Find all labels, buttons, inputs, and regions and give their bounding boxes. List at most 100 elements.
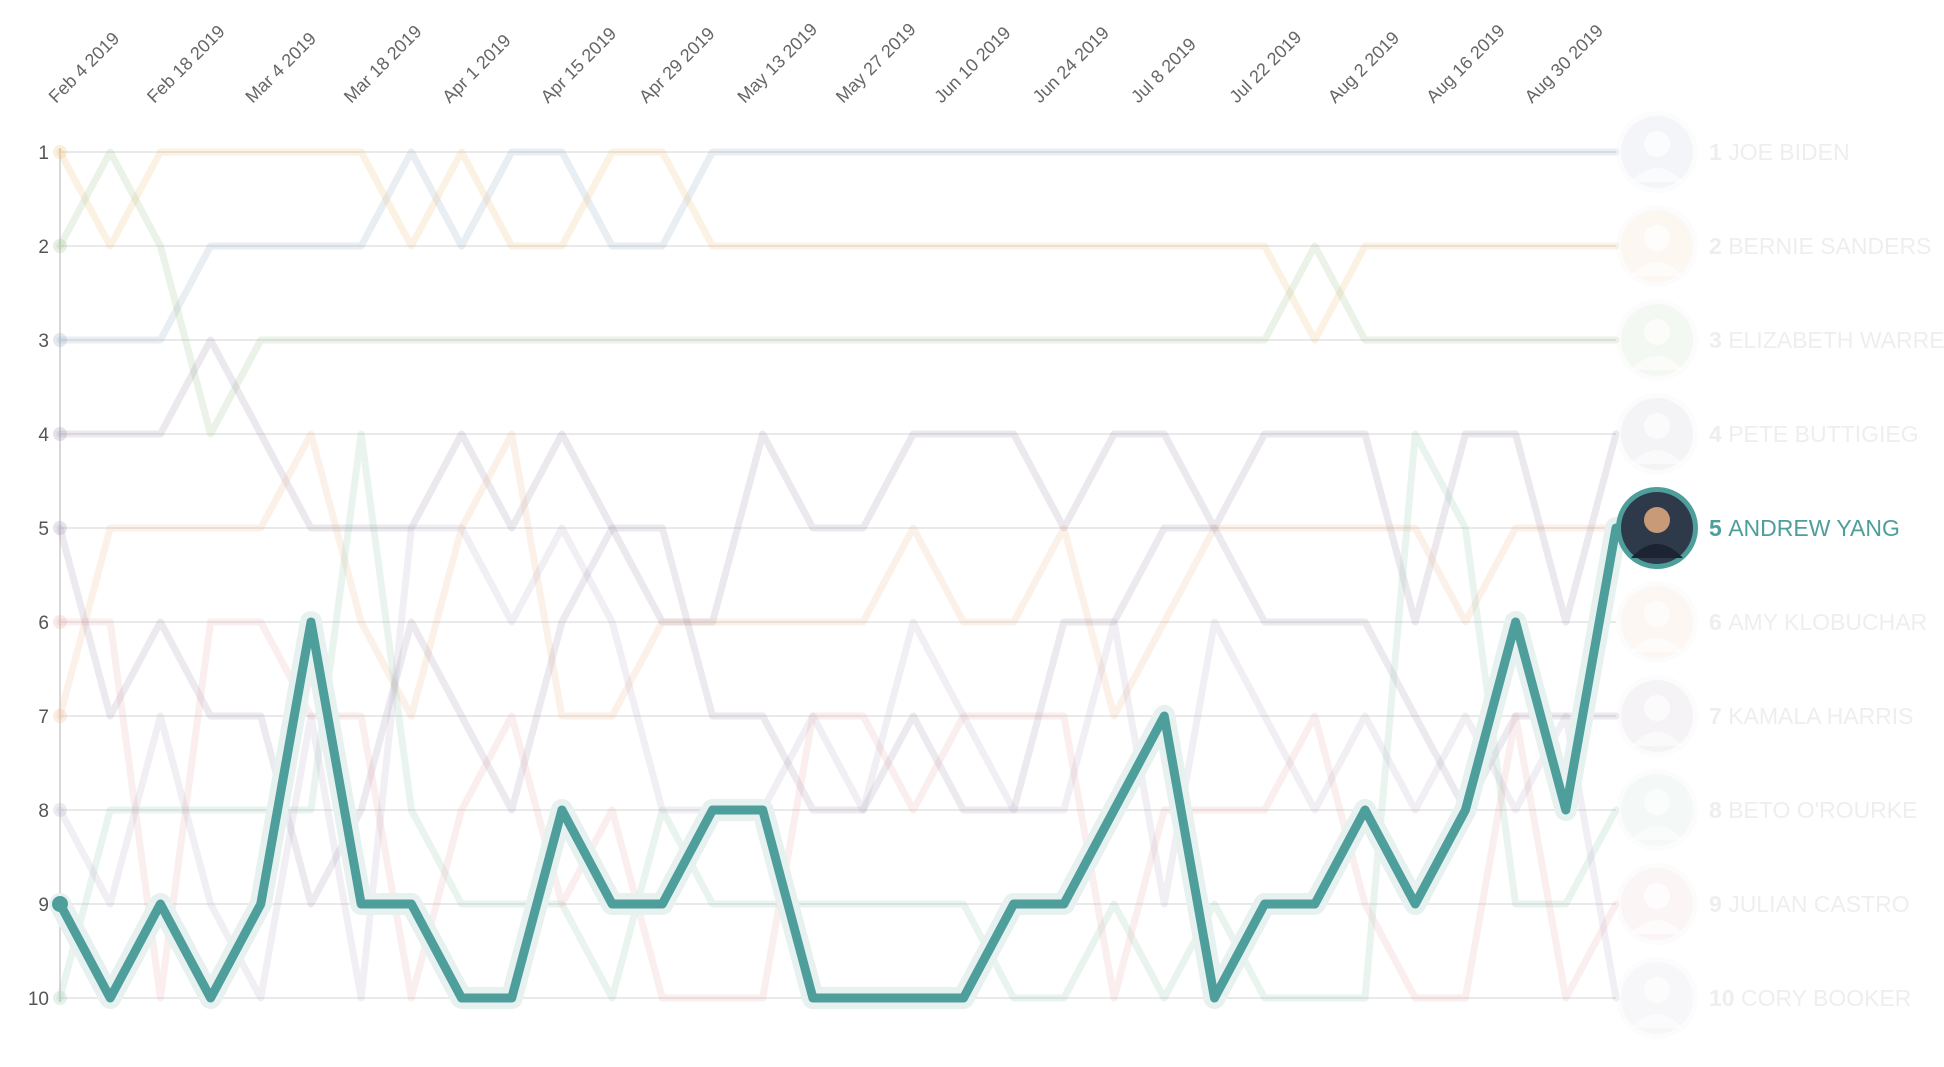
avatar-head (1644, 413, 1670, 439)
avatar (1621, 304, 1693, 376)
legend-rank: 6 (1709, 609, 1728, 635)
series-start-point (52, 896, 68, 912)
avatar-head (1644, 507, 1670, 533)
x-axis-labels: Feb 4 2019 Feb 18 2019 Mar 4 2019 Mar 18 20… (45, 19, 1607, 107)
series-elizabeth-warren (53, 148, 1620, 438)
avatar (1621, 586, 1693, 658)
y-tick-label: 4 (38, 425, 49, 446)
legend-label: 5 ANDREW YANG (1709, 515, 1900, 541)
avatar-ring (1616, 581, 1698, 663)
avatar-ring (1616, 863, 1698, 945)
avatar-ring (1616, 675, 1698, 757)
legend-label: 9 JULIAN CASTRO (1709, 891, 1910, 917)
x-tick-label: Feb 18 2019 (143, 21, 229, 107)
legend-name: BETO O'ROURKE (1728, 797, 1917, 823)
series-line (56, 336, 1620, 626)
avatar-ring (1616, 957, 1698, 1039)
legend-item-joe-biden: 1 JOE BIDEN (1616, 111, 1850, 193)
series-bernie-sanders (53, 145, 1620, 344)
avatar-head (1644, 977, 1670, 1003)
legend-name: KAMALA HARRIS (1728, 703, 1913, 729)
x-tick-label: Mar 18 2019 (340, 21, 426, 107)
y-tick-label: 7 (38, 707, 49, 728)
legend-name: ELIZABETH WARREN (1728, 327, 1944, 353)
avatar-ring (1616, 111, 1698, 193)
series-line (55, 523, 1621, 1003)
avatar (1621, 210, 1693, 282)
y-tick-label: 9 (38, 895, 49, 916)
x-tick-label: Feb 4 2019 (45, 28, 124, 107)
x-tick-label: Apr 15 2019 (537, 23, 620, 106)
avatar-head (1644, 695, 1670, 721)
x-tick-label: May 13 2019 (733, 19, 821, 107)
series-joe-biden (53, 148, 1620, 347)
legend-rank: 7 (1709, 703, 1728, 729)
legend-rank: 1 (1709, 139, 1728, 165)
series-beto-o-rourke (53, 430, 1620, 1005)
legend-name: JOE BIDEN (1728, 139, 1849, 165)
legend-rank: 5 (1709, 515, 1728, 541)
avatar (1621, 680, 1693, 752)
series-start-point (53, 615, 67, 629)
avatar-body (1631, 262, 1683, 276)
y-tick-label: 6 (38, 613, 49, 634)
series-kamala-harris (53, 521, 1620, 908)
avatar-head (1644, 883, 1670, 909)
series-line (56, 148, 1620, 344)
avatar (1621, 116, 1693, 188)
y-tick-label: 5 (38, 519, 49, 540)
avatar (1621, 962, 1693, 1034)
y-tick-label: 1 (38, 143, 49, 164)
avatar-body (1631, 826, 1683, 840)
grid-layer (59, 148, 1616, 1002)
y-tick-label: 10 (28, 989, 49, 1010)
y-tick-label: 3 (38, 331, 49, 352)
legend-name: PETE BUTTIGIEG (1728, 421, 1918, 447)
x-tick-label: Jul 8 2019 (1127, 34, 1200, 107)
series-line (56, 430, 1620, 720)
legend-rank: 3 (1709, 327, 1728, 353)
legend-item-elizabeth-warren: 3 ELIZABETH WARREN (1616, 299, 1944, 381)
x-tick-label: Apr 29 2019 (635, 23, 718, 106)
legend-label: 8 BETO O'ROURKE (1709, 797, 1917, 823)
avatar-body (1631, 1014, 1683, 1028)
legend-label: 6 AMY KLOBUCHAR (1709, 609, 1927, 635)
series-start-point (53, 145, 67, 159)
legend-name: AMY KLOBUCHAR (1728, 609, 1927, 635)
avatar-head (1644, 131, 1670, 157)
series-andrew-yang (49, 517, 1627, 1009)
avatar (1621, 868, 1693, 940)
legend-item-julian-castro: 9 JULIAN CASTRO (1616, 863, 1910, 945)
legend-item-andrew-yang: 5 ANDREW YANG (1616, 487, 1900, 569)
avatar-body (1631, 450, 1683, 464)
legend-item-kamala-harris: 7 KAMALA HARRIS (1616, 675, 1914, 757)
series-start-point (53, 427, 67, 441)
series-line (56, 148, 1620, 344)
series-line (56, 148, 1620, 438)
legend-rank: 8 (1709, 797, 1728, 823)
legend-label: 1 JOE BIDEN (1709, 139, 1850, 165)
avatar-ring (1616, 205, 1698, 287)
x-tick-label: Aug 2 2019 (1324, 28, 1403, 107)
series-lines (49, 145, 1627, 1009)
y-tick-label: 8 (38, 801, 49, 822)
avatar-head (1644, 789, 1670, 815)
legend-name: CORY BOOKER (1741, 985, 1911, 1011)
series-line (56, 524, 1620, 908)
legend-label: 10 CORY BOOKER (1709, 985, 1911, 1011)
series-pete-buttigieg (53, 336, 1620, 626)
x-tick-label: Aug 30 2019 (1521, 20, 1607, 106)
legend-item-amy-klobuchar: 6 AMY KLOBUCHAR (1616, 581, 1927, 663)
avatar-ring (1616, 769, 1698, 851)
series-amy-klobuchar (53, 430, 1620, 723)
avatar (1621, 398, 1693, 470)
series-start-point (53, 991, 67, 1005)
legend-item-beto-o-rourke: 8 BETO O'ROURKE (1616, 769, 1917, 851)
avatar-body (1631, 920, 1683, 934)
x-tick-label: Jul 22 2019 (1225, 27, 1305, 107)
legend-rank: 2 (1709, 233, 1728, 259)
legend-name: JULIAN CASTRO (1728, 891, 1909, 917)
x-tick-label: Aug 16 2019 (1422, 20, 1508, 106)
series-cory-booker (53, 524, 1620, 1002)
